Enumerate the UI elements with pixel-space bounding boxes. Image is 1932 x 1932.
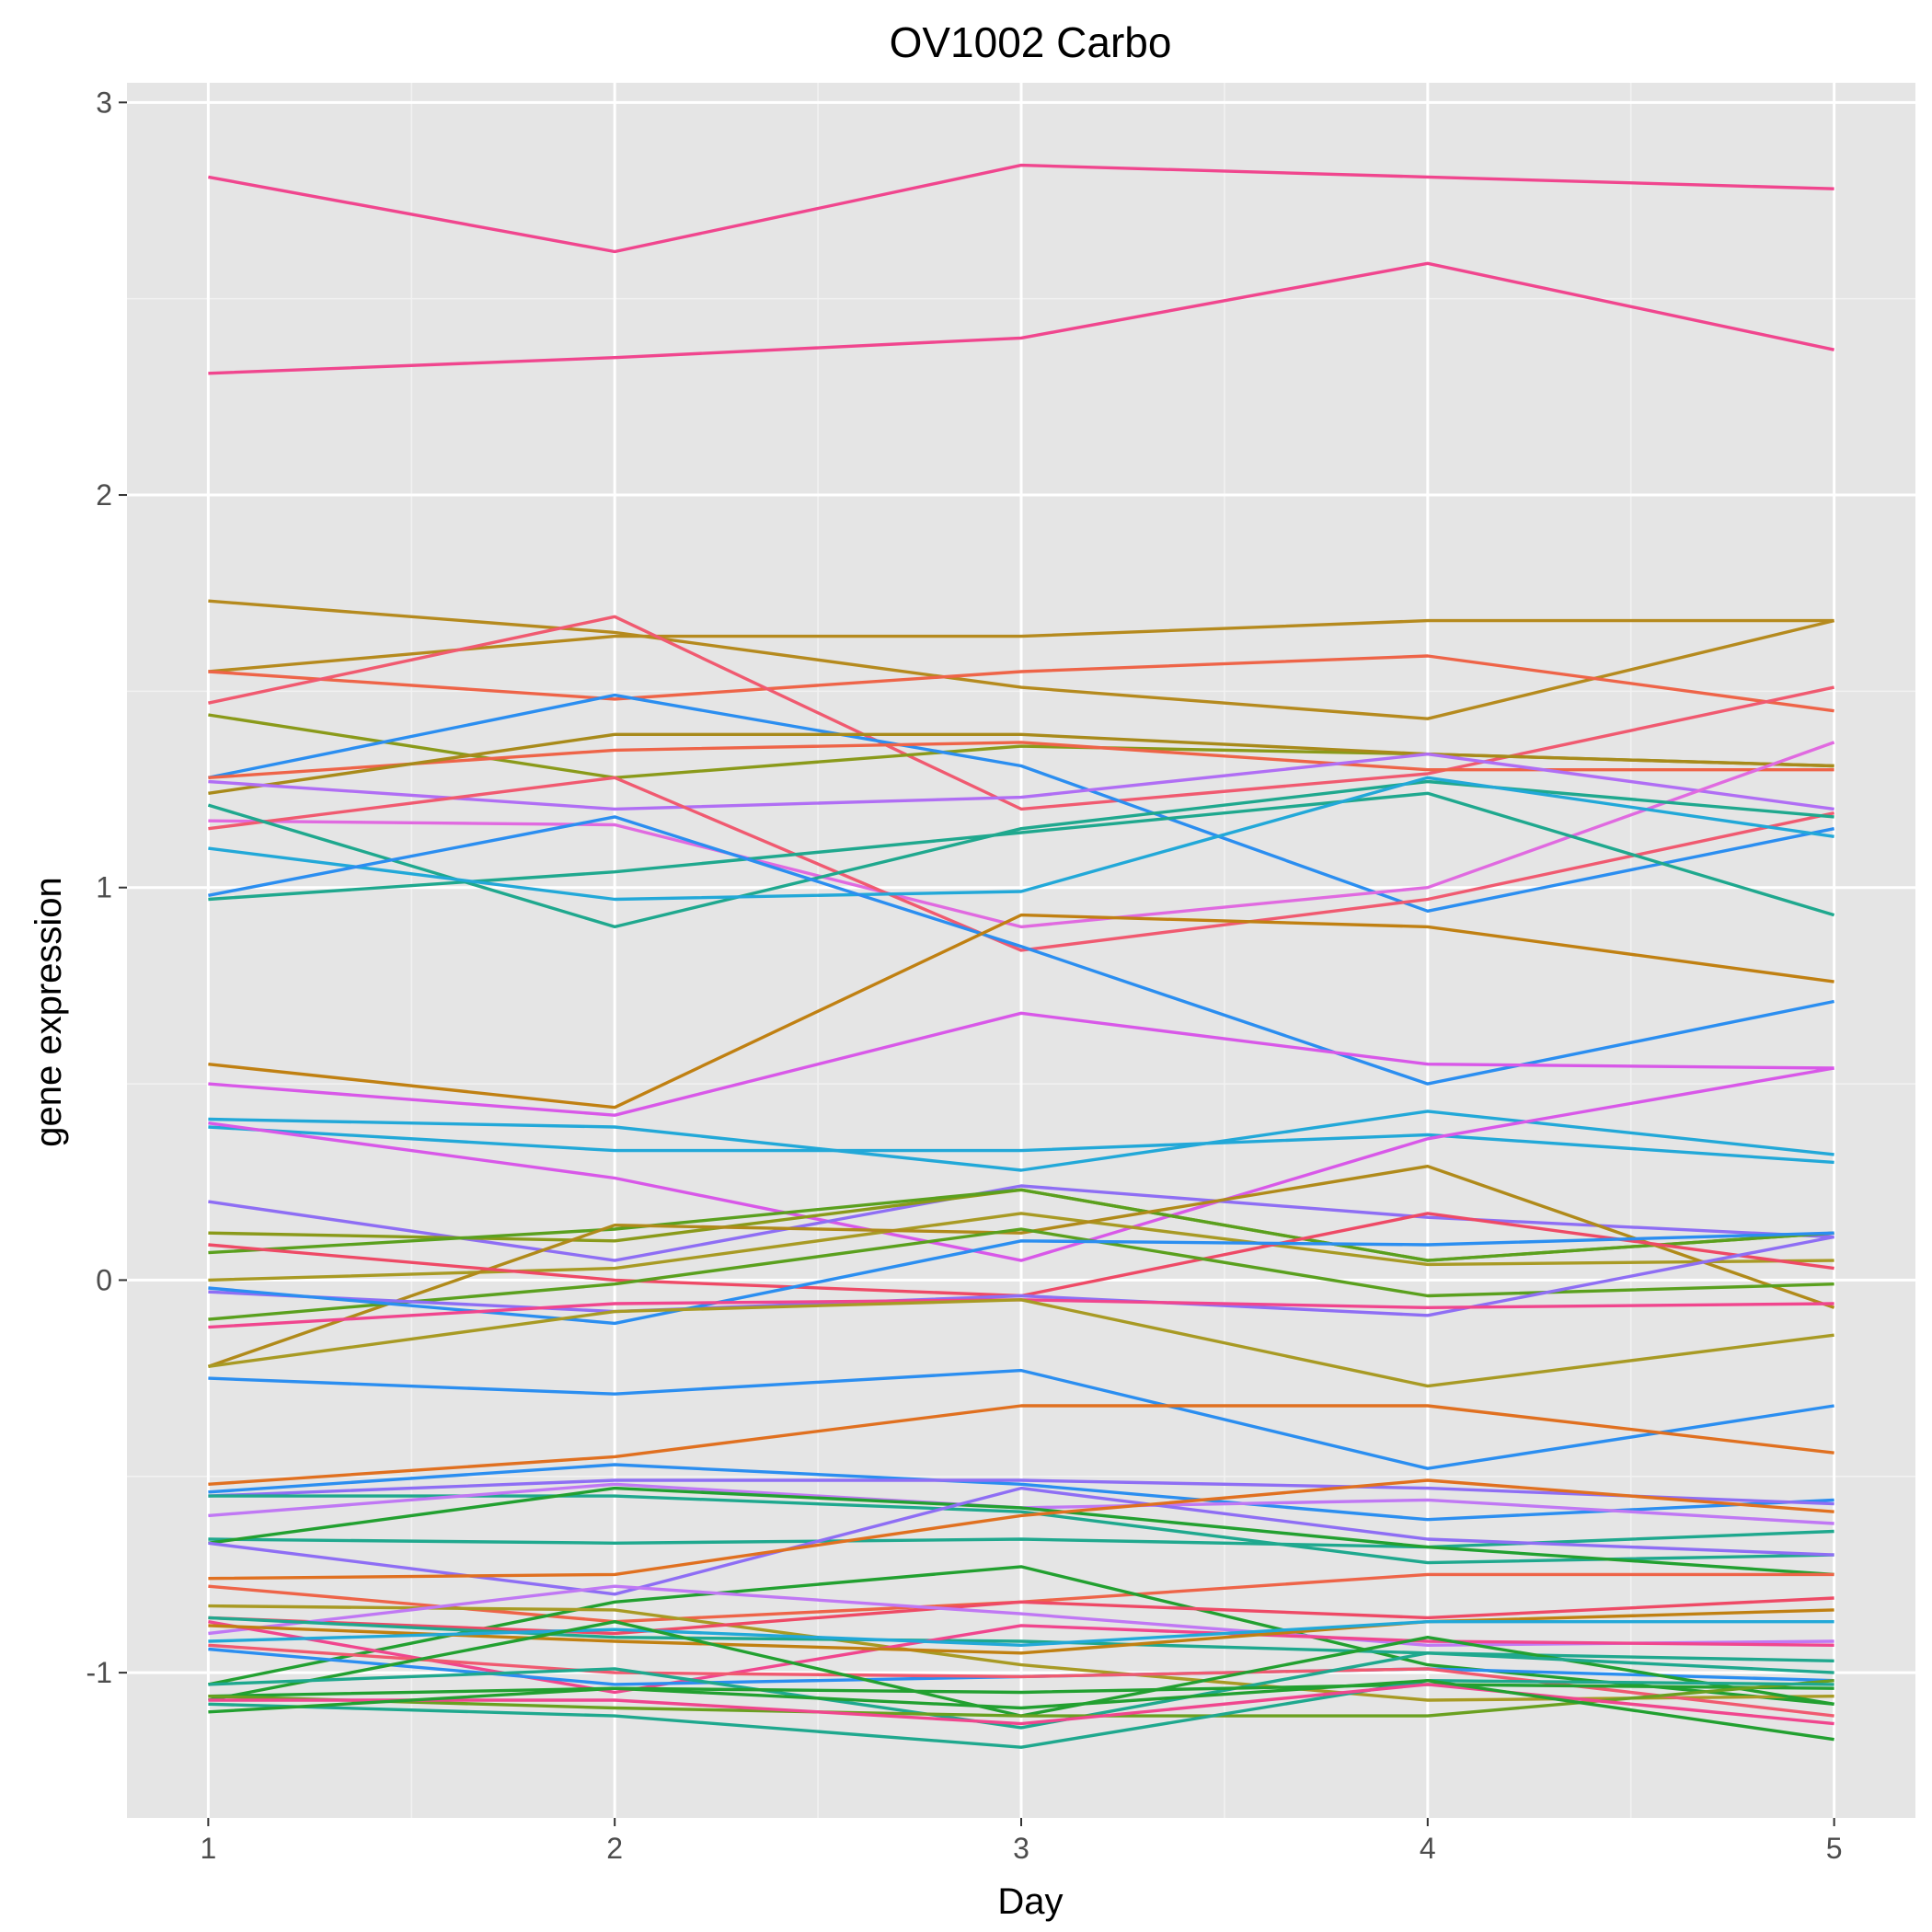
series-line-41 bbox=[208, 1486, 1834, 1577]
series-line-11 bbox=[208, 753, 1834, 811]
x-tick-label: 2 bbox=[606, 1832, 623, 1865]
y-tick-label: 2 bbox=[96, 478, 112, 512]
y-tick-label: 3 bbox=[96, 86, 112, 119]
series-line-35 bbox=[208, 1404, 1834, 1486]
series-line-47 bbox=[208, 1596, 1834, 1636]
x-tick-label: 1 bbox=[200, 1832, 216, 1865]
series-line-29 bbox=[208, 1227, 1834, 1321]
series-line-61 bbox=[208, 1678, 1834, 1742]
series-line-60 bbox=[208, 1683, 1834, 1726]
series-line-18 bbox=[208, 913, 1834, 1110]
series-line-13 bbox=[208, 776, 1834, 952]
x-axis: 1 2 3 4 5 bbox=[200, 1818, 1843, 1865]
x-tick-label: 3 bbox=[1013, 1832, 1029, 1865]
series-line-20 bbox=[208, 1110, 1834, 1172]
y-axis-title: gene expression bbox=[29, 877, 69, 1147]
series-line-22 bbox=[208, 1066, 1834, 1262]
series-line-16 bbox=[208, 776, 1834, 902]
series-line-9 bbox=[208, 741, 1834, 779]
series-line-56 bbox=[208, 1651, 1834, 1730]
series-line-23 bbox=[208, 1184, 1834, 1262]
series-line-50 bbox=[208, 1620, 1834, 1695]
y-tick-label: 0 bbox=[96, 1263, 112, 1296]
x-axis-title: Day bbox=[997, 1881, 1063, 1922]
x-tick-label: 4 bbox=[1420, 1832, 1436, 1865]
series-line-49 bbox=[208, 1616, 1834, 1662]
series-line-34 bbox=[208, 1368, 1834, 1470]
series-line-59 bbox=[208, 1678, 1834, 1749]
series-line-40 bbox=[208, 1529, 1834, 1549]
series-line-6 bbox=[208, 615, 1834, 811]
series-line-51 bbox=[208, 1608, 1834, 1655]
series-line-57 bbox=[208, 1683, 1834, 1698]
x-tick-label: 5 bbox=[1826, 1832, 1843, 1865]
y-tick-label: -1 bbox=[86, 1656, 112, 1689]
y-tick-label: 1 bbox=[96, 871, 112, 904]
series-line-33 bbox=[208, 1298, 1834, 1388]
series-lines bbox=[207, 163, 1835, 1749]
series-line-25 bbox=[208, 1188, 1834, 1262]
series-line-12 bbox=[208, 741, 1835, 929]
series-line-14 bbox=[207, 779, 1834, 929]
series-line-2 bbox=[208, 261, 1834, 375]
y-axis: -1 0 1 2 3 bbox=[86, 86, 127, 1689]
series-line-52 bbox=[208, 1619, 1834, 1648]
series-line-1 bbox=[208, 163, 1834, 254]
series-line-21 bbox=[208, 1125, 1834, 1165]
series-line-36 bbox=[208, 1463, 1834, 1522]
series-line-5 bbox=[208, 654, 1834, 713]
series-line-30 bbox=[208, 1235, 1834, 1317]
series-line-10 bbox=[208, 732, 1834, 795]
series-line-4 bbox=[208, 618, 1834, 673]
series-line-43 bbox=[208, 1478, 1834, 1581]
series-line-58 bbox=[208, 1679, 1834, 1718]
series-line-3 bbox=[208, 599, 1834, 720]
series-line-27 bbox=[207, 1164, 1835, 1368]
series-line-19 bbox=[208, 1011, 1834, 1117]
series-line-37 bbox=[208, 1478, 1834, 1506]
chart-title: OV1002 Carbo bbox=[890, 18, 1172, 66]
series-line-8 bbox=[208, 693, 1834, 913]
series-line-17 bbox=[208, 815, 1834, 1086]
